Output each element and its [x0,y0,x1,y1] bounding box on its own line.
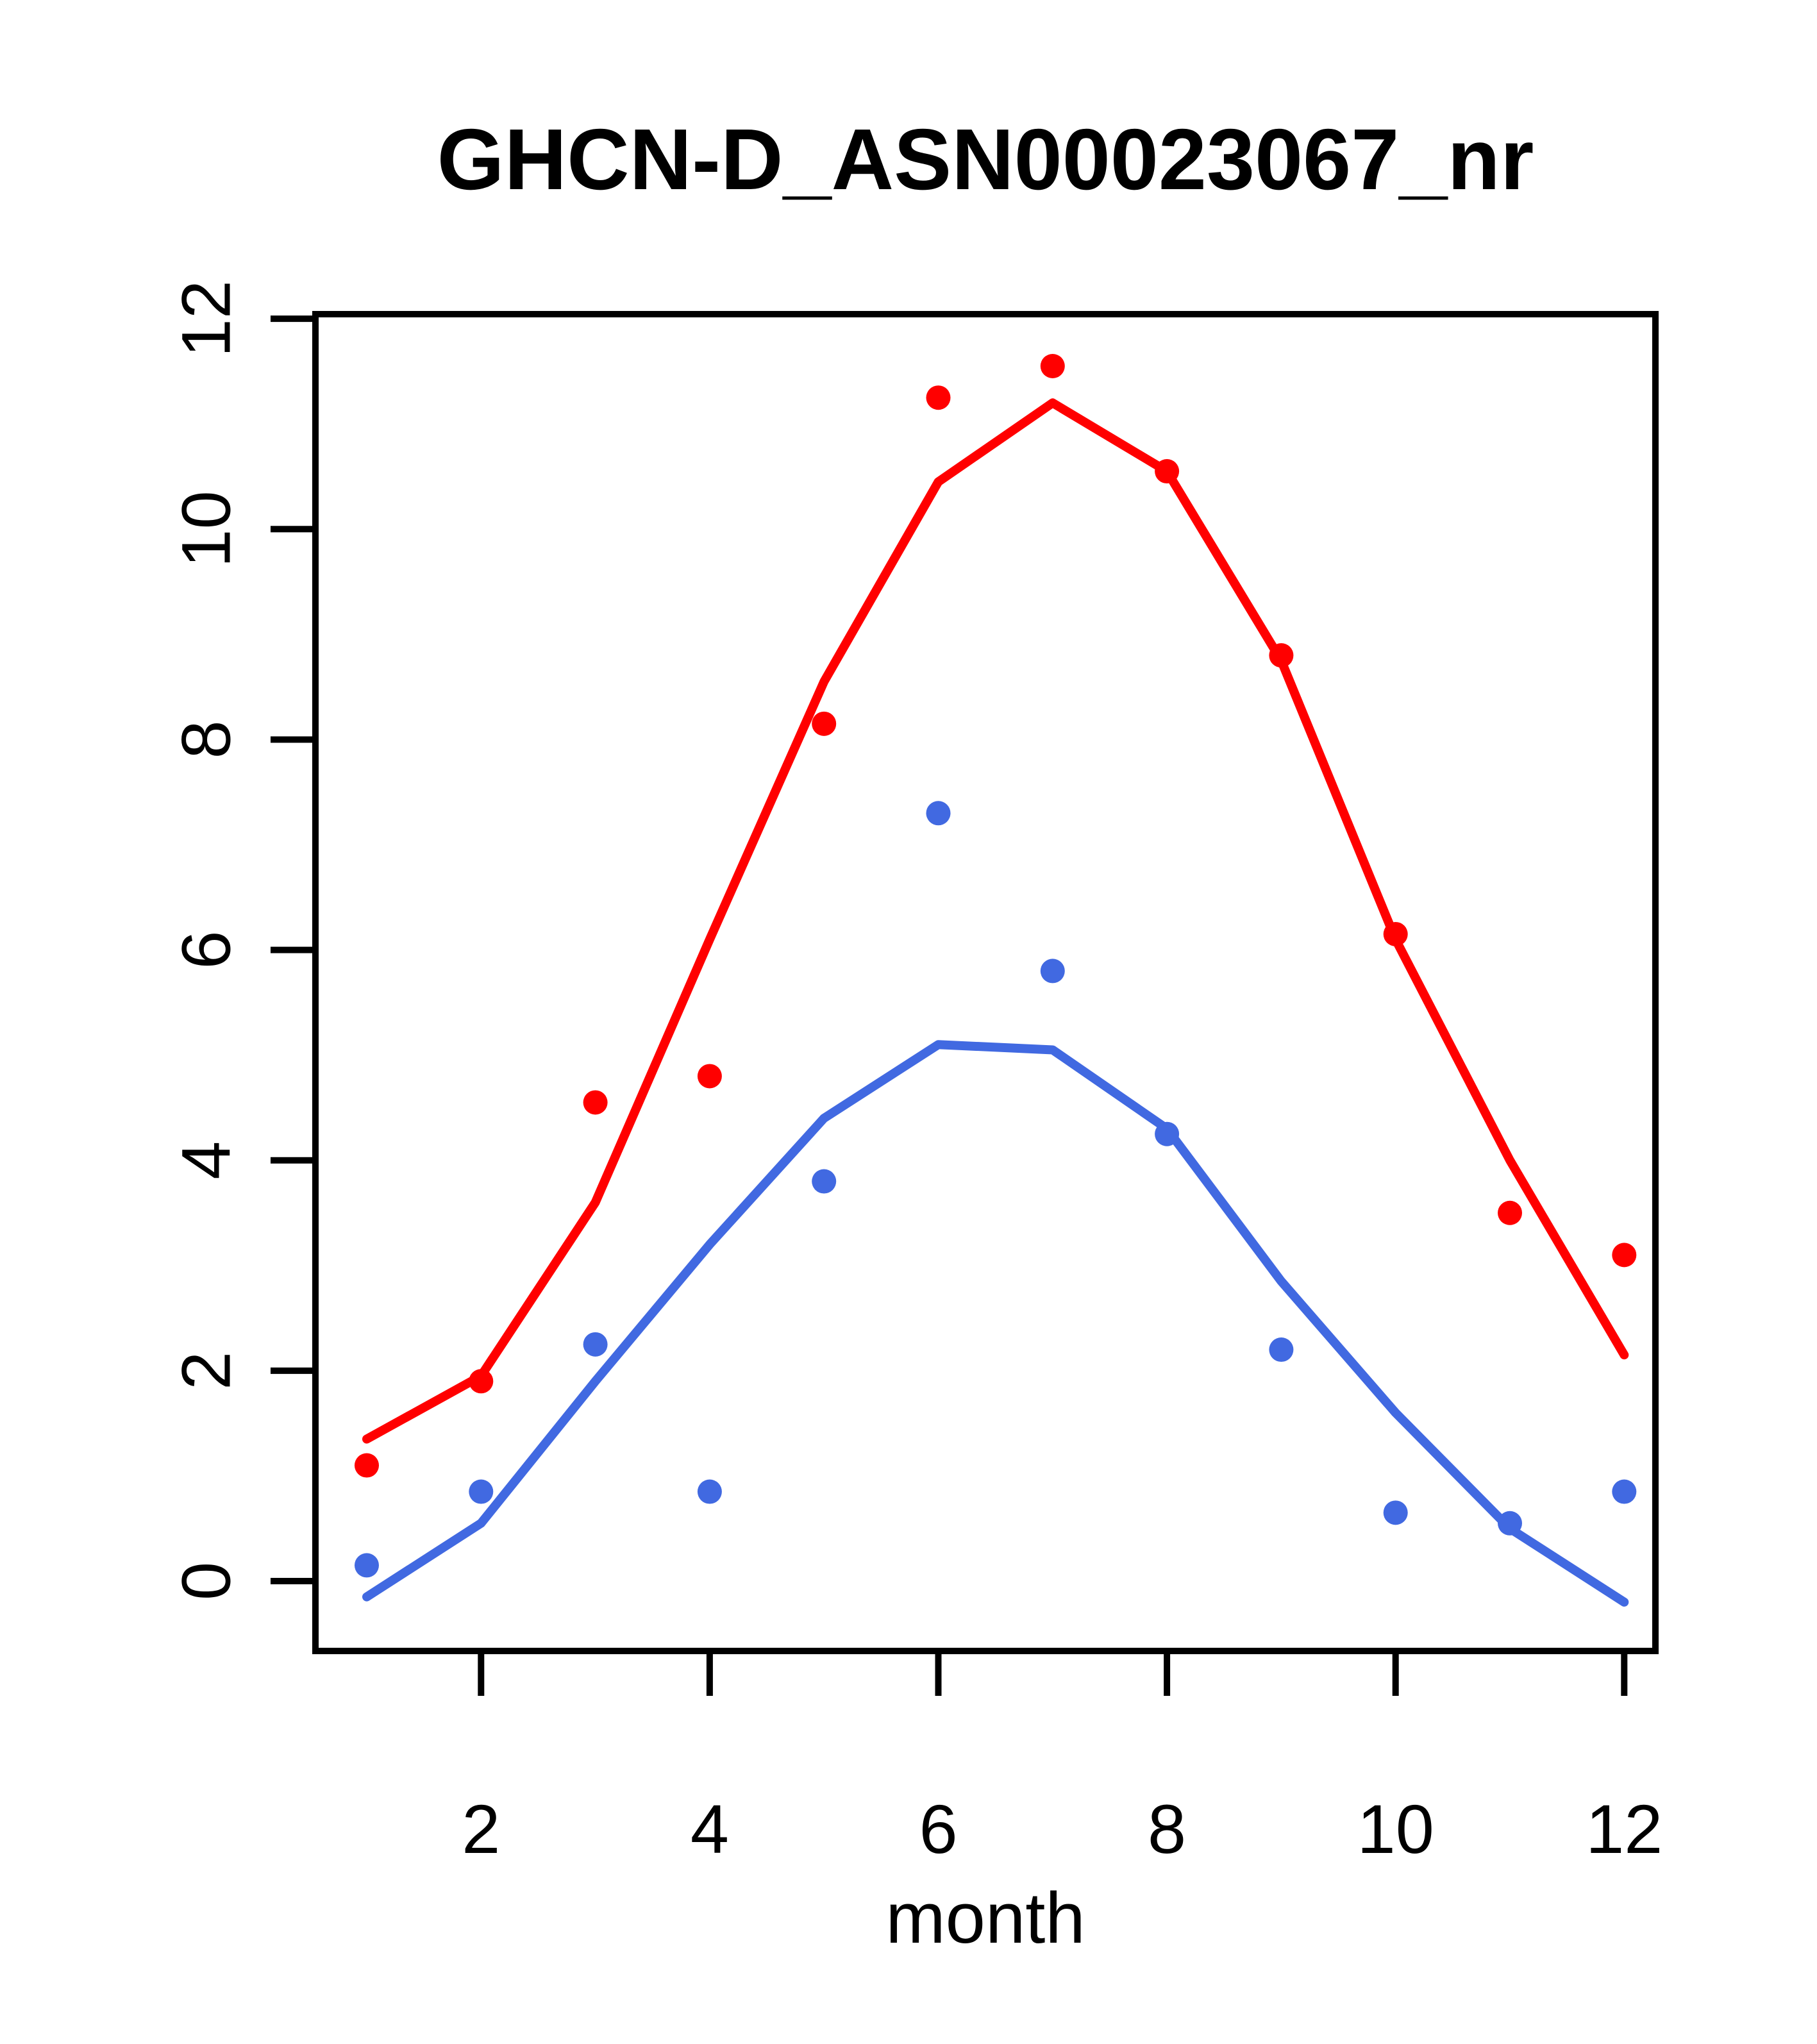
y-tick-label: 12 [167,280,245,357]
x-tick-label: 2 [462,1790,500,1868]
red-point [355,1453,379,1478]
red-point [583,1090,608,1115]
blue-point [469,1479,494,1504]
red-line [362,398,1629,1444]
chart-title: GHCN-D_ASN00023067_nr [437,111,1534,208]
x-tick-label: 10 [1357,1790,1434,1868]
red-point [926,385,951,410]
red-point [1383,921,1408,946]
x-tick-label: 8 [1148,1790,1186,1868]
y-tick-label: 6 [167,931,245,969]
x-tick-label: 6 [919,1790,957,1868]
blue-line [362,1040,1629,1607]
blue-point [1498,1511,1522,1536]
red-point [1612,1243,1637,1268]
y-tick-label: 8 [167,720,245,758]
blue-point [583,1332,608,1357]
plot-box [312,311,1659,1654]
y-tick-label: 2 [167,1352,245,1390]
x-axis-title: month [885,1878,1085,1958]
y-tick-label: 10 [167,490,245,567]
red-point [469,1369,494,1394]
blue-point [1040,959,1065,984]
blue-point [1155,1121,1180,1146]
blue-point [1269,1337,1294,1362]
blue-point [1612,1479,1637,1504]
blue-point [697,1479,722,1504]
blue-point [355,1553,379,1578]
blue-point [812,1169,837,1194]
y-tick-label: 0 [167,1562,245,1600]
blue-point [1383,1500,1408,1525]
plot-area: 0 2 4 6 8 10 12 2 4 6 8 10 12 [167,280,1663,1868]
red-point [1040,353,1065,378]
x-tick-label: 4 [691,1790,729,1868]
red-point [812,711,837,736]
blue-point [926,801,951,826]
red-point [697,1064,722,1089]
y-tick-label: 4 [167,1141,245,1180]
red-point [1269,643,1294,668]
x-tick-label: 12 [1586,1790,1662,1868]
red-point [1498,1200,1522,1225]
red-point [1155,459,1180,484]
